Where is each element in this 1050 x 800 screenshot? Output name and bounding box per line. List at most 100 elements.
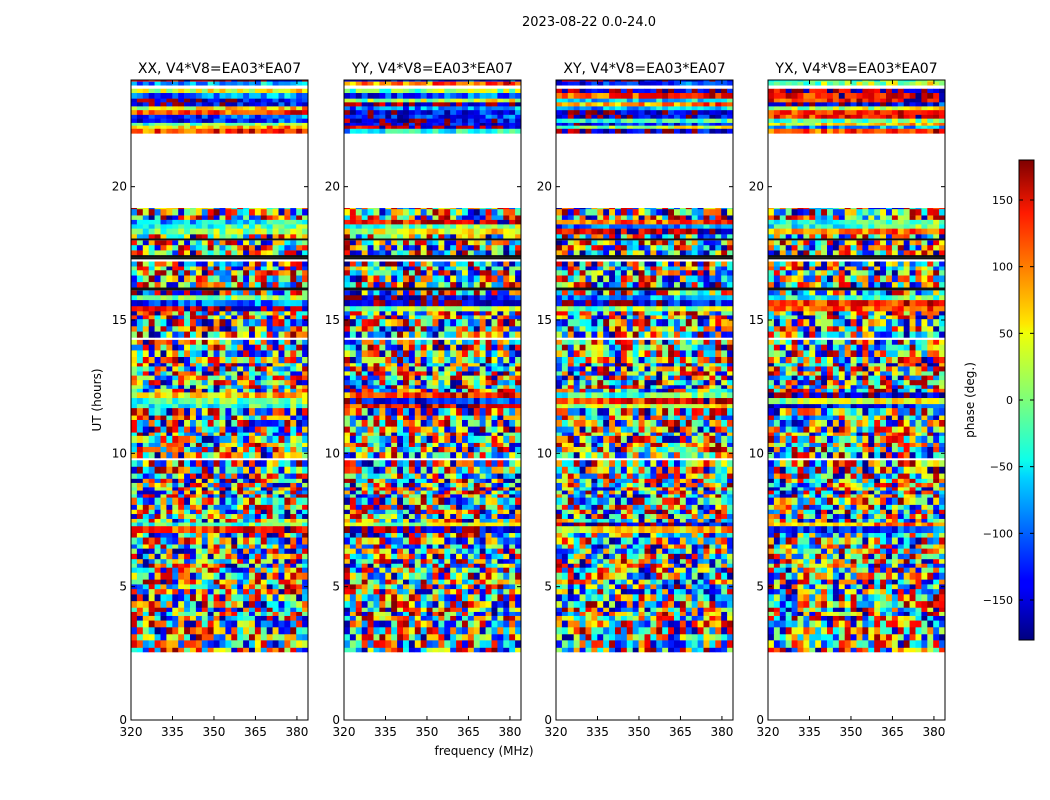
phase-cell bbox=[515, 442, 522, 447]
phase-cell bbox=[290, 215, 297, 220]
phase-cell bbox=[237, 88, 244, 94]
phase-cell bbox=[473, 315, 480, 320]
phase-cell bbox=[355, 466, 362, 474]
phase-cell bbox=[296, 98, 303, 103]
phase-cell bbox=[385, 513, 392, 519]
phase-cell bbox=[148, 224, 155, 229]
phase-cell bbox=[379, 633, 386, 641]
phase-cell bbox=[172, 281, 179, 288]
phase-cell bbox=[207, 611, 214, 616]
phase-cell bbox=[515, 532, 522, 538]
phase-cell bbox=[237, 627, 244, 635]
phase-cell bbox=[166, 219, 173, 225]
phase-cell bbox=[190, 208, 197, 210]
phase-cell bbox=[231, 290, 238, 296]
phase-cell bbox=[272, 290, 279, 296]
phase-cell bbox=[414, 311, 421, 316]
phase-cell bbox=[131, 522, 138, 527]
phase-cell bbox=[349, 615, 357, 621]
phase-cell bbox=[403, 509, 410, 515]
phase-cell bbox=[373, 615, 380, 621]
phase-cell bbox=[231, 261, 238, 267]
phase-cell bbox=[190, 339, 197, 345]
phase-cell bbox=[225, 584, 232, 590]
phase-cell bbox=[450, 594, 457, 602]
phase-cell bbox=[462, 620, 469, 628]
phase-cell bbox=[403, 522, 410, 527]
phase-cell bbox=[355, 600, 362, 608]
phase-cell bbox=[254, 311, 262, 316]
phase-cell bbox=[397, 563, 404, 568]
phase-cell bbox=[379, 435, 386, 443]
phase-cell bbox=[160, 647, 167, 653]
phase-cell bbox=[131, 451, 138, 459]
phase-cell bbox=[515, 600, 522, 608]
phase-cell bbox=[178, 442, 185, 447]
phase-cell bbox=[207, 305, 214, 312]
phase-cell bbox=[207, 88, 214, 94]
phase-cell bbox=[142, 261, 149, 267]
phase-cell bbox=[207, 532, 214, 538]
phase-cell bbox=[172, 513, 179, 519]
phase-cell bbox=[249, 537, 256, 545]
phase-cell bbox=[154, 392, 161, 399]
phase-cell bbox=[344, 305, 351, 312]
phase-cell bbox=[509, 397, 516, 405]
phase-cell bbox=[385, 299, 392, 307]
phase-cell bbox=[178, 371, 185, 376]
phase-cell bbox=[190, 208, 197, 216]
phase-cell bbox=[195, 466, 203, 474]
phase-cell bbox=[432, 299, 439, 307]
phase-cell bbox=[497, 478, 504, 483]
phase-cell bbox=[462, 407, 469, 416]
phase-cell bbox=[349, 339, 357, 345]
phase-cell bbox=[408, 407, 416, 416]
phase-cell bbox=[503, 403, 510, 409]
phase-cell bbox=[190, 620, 197, 628]
phase-cell bbox=[225, 588, 232, 595]
phase-cell bbox=[201, 584, 208, 590]
phase-cell bbox=[349, 356, 357, 364]
phase-cell bbox=[515, 419, 522, 427]
phase-cell bbox=[266, 208, 273, 216]
phase-cell bbox=[213, 548, 220, 554]
phase-cell bbox=[254, 640, 262, 648]
phase-cell bbox=[278, 344, 285, 351]
phase-cell bbox=[272, 305, 279, 312]
phase-cell bbox=[178, 344, 185, 351]
phase-cell bbox=[148, 466, 155, 474]
phase-cell bbox=[296, 102, 303, 107]
phase-cell bbox=[290, 299, 297, 307]
phase-cell bbox=[438, 460, 445, 467]
phase-cell bbox=[355, 299, 362, 307]
phase-cell bbox=[284, 588, 291, 595]
phase-cell bbox=[154, 269, 161, 276]
phase-cell bbox=[403, 633, 410, 641]
phase-cell bbox=[166, 446, 173, 453]
phase-cell bbox=[201, 109, 208, 115]
phase-cell bbox=[213, 504, 220, 510]
phase-cell bbox=[284, 633, 291, 641]
phase-cell bbox=[426, 356, 433, 364]
phase-cell bbox=[296, 567, 303, 573]
phase-cell bbox=[296, 114, 303, 119]
phase-cell bbox=[361, 325, 368, 332]
phase-cell bbox=[438, 315, 445, 320]
phase-cell bbox=[485, 600, 492, 608]
phase-cell bbox=[142, 228, 149, 235]
phase-cell bbox=[166, 537, 173, 545]
phase-cell bbox=[349, 490, 357, 495]
phase-cell bbox=[367, 504, 374, 510]
phase-cell bbox=[467, 350, 475, 357]
phase-cell bbox=[302, 215, 309, 220]
phase-cell bbox=[361, 594, 368, 602]
phase-cell bbox=[195, 482, 203, 488]
phase-cell bbox=[231, 466, 238, 474]
phase-cell bbox=[361, 419, 368, 427]
phase-cell bbox=[403, 490, 410, 495]
phase-cell bbox=[172, 311, 179, 316]
phase-cell bbox=[444, 446, 451, 453]
phase-cell bbox=[515, 563, 522, 568]
phase-cell bbox=[420, 544, 427, 549]
phase-cell bbox=[515, 478, 522, 483]
